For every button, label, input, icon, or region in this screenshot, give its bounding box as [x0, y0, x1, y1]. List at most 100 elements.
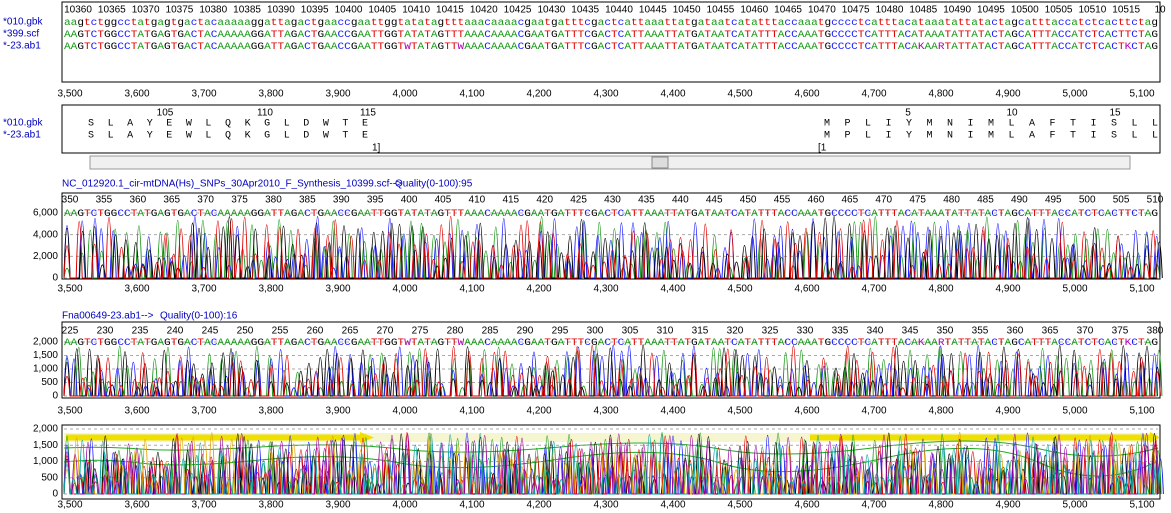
y-tick-label: 1,000 [33, 364, 58, 375]
ruler-label: 10460 [740, 5, 768, 16]
ruler-label: 10435 [571, 5, 599, 16]
base-position: 505 [1113, 195, 1130, 206]
x-tick-label: 5,000 [1062, 406, 1087, 417]
base-position: 420 [536, 195, 553, 206]
x-tick-label: 3,800 [258, 284, 283, 295]
x-tick-label: 4,000 [392, 500, 417, 511]
base-position: 355 [96, 195, 113, 206]
trace-curve [63, 345, 1161, 397]
residue-number: 5 [905, 108, 911, 119]
base-position: 265 [342, 326, 359, 337]
base-position: 465 [842, 195, 859, 206]
base-position: 485 [977, 195, 994, 206]
residue-number: 105 [157, 108, 174, 119]
y-tick-label: 1,500 [33, 440, 58, 451]
ruler-label: 10510 [1078, 5, 1106, 16]
base-position: 340 [867, 326, 884, 337]
base-position: 360 [1007, 326, 1024, 337]
base-position: 270 [377, 326, 394, 337]
ruler-label: 10380 [199, 5, 227, 16]
base-position: 350 [62, 195, 79, 206]
row-name: *399.scf [3, 29, 39, 40]
x-tick-label: 4,100 [459, 89, 484, 100]
x-tick-label: 3,700 [191, 500, 216, 511]
x-tick-label: 3,900 [325, 89, 350, 100]
x-tick-label: 4,900 [995, 406, 1020, 417]
x-tick-label: 4,800 [928, 500, 953, 511]
base-position: 470 [875, 195, 892, 206]
residue-number: 10 [1006, 108, 1018, 119]
base-position: 365 [163, 195, 180, 206]
base-position: 315 [692, 326, 709, 337]
row-name: *010.gbk [3, 17, 43, 28]
x-tick-label: 5,000 [1062, 500, 1087, 511]
x-tick-label: 3,700 [191, 284, 216, 295]
base-position: 410 [469, 195, 486, 206]
x-tick-label: 4,200 [526, 284, 551, 295]
amino-acids: SLAYEWLQKGLDWTE [88, 131, 368, 142]
x-tick-label: 4,100 [459, 500, 484, 511]
ruler-label: 10390 [267, 5, 295, 16]
base-position: 445 [706, 195, 723, 206]
base-position: 480 [943, 195, 960, 206]
y-tick-label: 2,000 [33, 251, 58, 262]
base-position: 305 [622, 326, 639, 337]
ruler-label: 10470 [808, 5, 836, 16]
base-position: 300 [587, 326, 604, 337]
trace-curve [63, 433, 1159, 495]
base-position: 320 [727, 326, 744, 337]
base-position: 365 [1042, 326, 1059, 337]
base-position: 385 [299, 195, 316, 206]
translation-panel [61, 104, 1161, 154]
amino-acids: MPLIYMNIMLAFTISLL [824, 119, 1158, 130]
trace-curve [63, 433, 1160, 495]
base-position: 380 [265, 195, 282, 206]
base-position: 400 [401, 195, 418, 206]
y-tick-label: 2,000 [33, 424, 58, 435]
x-tick-label: 3,800 [258, 406, 283, 417]
frame-start: [1 [818, 143, 827, 154]
base-position: 335 [832, 326, 849, 337]
y-tick-label: 1,000 [33, 456, 58, 467]
base-position: 435 [638, 195, 655, 206]
base-position: 275 [412, 326, 429, 337]
scroll-thumb[interactable] [651, 156, 669, 169]
x-tick-label: 4,500 [727, 284, 752, 295]
y-tick-label: 500 [41, 377, 58, 388]
ruler-label: 10410 [402, 5, 430, 16]
base-position: 350 [937, 326, 954, 337]
trace-curve [63, 216, 1161, 279]
x-tick-label: 4,900 [995, 500, 1020, 511]
ruler-label: 10400 [335, 5, 363, 16]
base-position: 250 [237, 326, 254, 337]
row-name: *-23.ab1 [3, 130, 41, 141]
x-tick-label: 4,600 [794, 500, 819, 511]
sequence: AAGTCTGGCCTATGAGTGACTACAAAAAGGATTAGACTGA… [64, 338, 1158, 349]
x-tick-label: 4,200 [526, 500, 551, 511]
x-tick-label: 3,500 [57, 500, 82, 511]
x-tick-label: 4,900 [995, 284, 1020, 295]
base-position: 260 [307, 326, 324, 337]
x-tick-label: 5,100 [1129, 406, 1154, 417]
sequence: AAGTCTGGCCTATGAGTGACTACAAAAAGGATTAGACTGA… [64, 30, 1158, 41]
base-position: 415 [502, 195, 519, 206]
base-position: 230 [97, 326, 114, 337]
row-name: *010.gbk [3, 118, 43, 129]
scrollbar[interactable] [89, 155, 1131, 170]
ruler-label: 10415 [436, 5, 464, 16]
x-tick-label: 4,600 [794, 284, 819, 295]
base-position: 405 [435, 195, 452, 206]
ruler-label: 10440 [605, 5, 633, 16]
x-tick-label: 3,900 [325, 500, 350, 511]
ruler-label: 10485 [909, 5, 937, 16]
base-position: 510 [1147, 195, 1164, 206]
x-tick-label: 4,000 [392, 284, 417, 295]
trace-curve [63, 344, 1158, 397]
x-tick-label: 4,100 [459, 284, 484, 295]
sequence: AAGTCTGGCCTATGAGTGACTACAAAAAGGATTAGACTGA… [64, 42, 1158, 53]
x-tick-label: 3,600 [124, 406, 149, 417]
amino-acids: MPLIYMNIMLAFTISLL [824, 131, 1158, 142]
ruler-label: 10465 [774, 5, 802, 16]
y-tick-label: 6,000 [33, 208, 58, 219]
x-tick-label: 3,900 [325, 284, 350, 295]
